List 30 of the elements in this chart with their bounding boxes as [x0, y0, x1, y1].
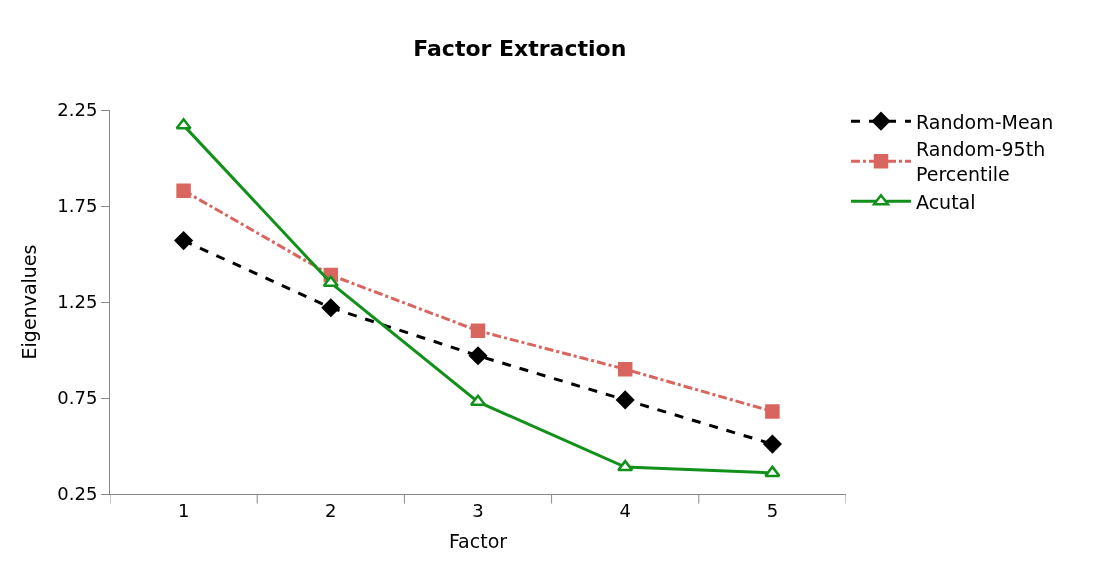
point [322, 275, 339, 288]
x-tick-label: 2 [325, 499, 337, 521]
point [468, 346, 488, 365]
point [470, 323, 486, 339]
point [175, 118, 192, 130]
point [763, 435, 782, 454]
point [617, 459, 634, 472]
point [616, 390, 635, 409]
point [176, 183, 191, 198]
x-tick-label: 5 [766, 499, 779, 521]
point [764, 465, 781, 478]
y-tick-label: 1.25 [57, 291, 98, 313]
point [617, 361, 633, 377]
x-tick-label: 3 [472, 499, 484, 521]
y-tick-label: 1.75 [57, 195, 98, 217]
legend-label: Random-Mean [916, 110, 1054, 133]
point [469, 394, 487, 407]
y-tick-label: 0.75 [57, 387, 98, 409]
x-tick-label: 4 [619, 499, 631, 521]
point [321, 298, 340, 317]
y-tick-label: 0.25 [57, 483, 98, 505]
point [174, 231, 193, 250]
y-axis-title: Eigenvalues [18, 244, 41, 360]
legend-label: Random-95th Percentile [916, 138, 1046, 185]
legend-label: Acutal [916, 190, 976, 213]
x-axis-title: Factor [448, 530, 508, 553]
y-tick-label: 2.25 [57, 99, 98, 121]
chart-title: Factor Extraction [413, 35, 627, 61]
x-tick-label: 1 [177, 499, 190, 521]
point [765, 404, 780, 419]
